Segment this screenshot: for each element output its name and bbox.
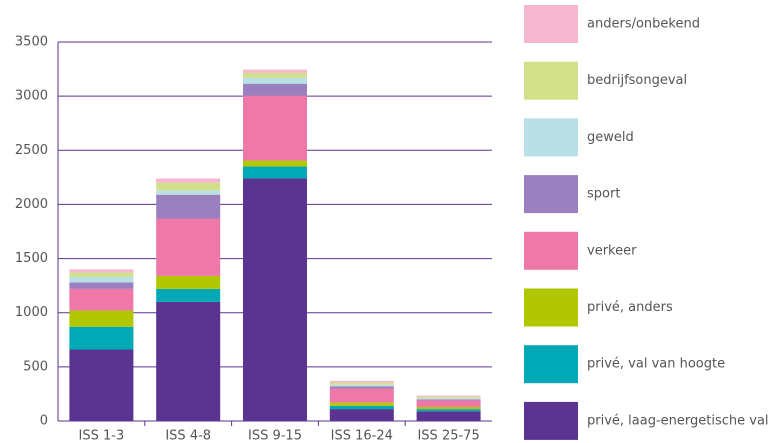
bar-segment [69, 326, 134, 350]
y-tick-label: 0 [40, 414, 48, 429]
x-tick-label: ISS 25-75 [417, 429, 479, 443]
bar-segment [329, 388, 394, 403]
y-tick-label: 500 [23, 359, 48, 374]
legend-swatch [524, 61, 578, 100]
legend-swatch [524, 231, 578, 270]
bar-segment [243, 166, 307, 179]
bar-segment [156, 301, 221, 421]
bar-segment [416, 399, 481, 401]
bar-segment [329, 384, 394, 387]
bar-segment [243, 83, 307, 96]
y-tick-label: 2000 [15, 197, 48, 212]
legend-label: privé, val van hoogte [587, 357, 725, 372]
bar-segment [416, 398, 481, 400]
bar-segment [156, 288, 221, 302]
bar-segment [156, 194, 221, 219]
y-tick-label: 1000 [15, 305, 48, 320]
bar-segment [69, 310, 134, 327]
bar-segment [69, 288, 134, 311]
bar-segment [156, 182, 221, 191]
bar-segment [243, 160, 307, 167]
legend-swatch [524, 118, 578, 157]
bar-segment [329, 386, 394, 389]
bar-segment [416, 395, 481, 397]
bar-segment [329, 405, 394, 410]
bar-segment [416, 396, 481, 399]
bar-segment [156, 218, 221, 276]
legend-label: bedrijfsongeval [587, 73, 687, 88]
x-tick-label: ISS 4-8 [165, 429, 211, 443]
legend-swatch [524, 288, 578, 327]
bar-segment [69, 276, 134, 283]
y-tick-label: 3500 [15, 35, 48, 50]
bar-segment [69, 349, 134, 421]
bar-segment [329, 409, 394, 421]
bar-segment [329, 380, 394, 383]
y-tick-label: 2500 [15, 143, 48, 158]
legend-swatch [524, 5, 578, 43]
bar-segment [243, 69, 307, 73]
bar-segment [329, 402, 394, 406]
bar-segment [69, 282, 134, 289]
bar-segment [243, 178, 307, 421]
bar-segment [416, 411, 481, 421]
bar-segment [243, 77, 307, 84]
y-tick-label: 1500 [15, 251, 48, 266]
legend-label: privé, anders [587, 300, 673, 315]
bar-segment [416, 409, 481, 412]
legend-label: privé, laag-energetische val [587, 413, 769, 428]
bar-segment [243, 95, 307, 161]
bar-segment [156, 275, 221, 289]
legend-label: verkeer [587, 243, 637, 258]
bar-segment [329, 382, 394, 385]
legend-swatch [524, 345, 578, 384]
legend-swatch [524, 401, 578, 440]
bar-segment [243, 72, 307, 78]
legend-label: anders/onbekend [587, 17, 700, 32]
bar-segment [416, 400, 481, 407]
bar-segment [69, 272, 134, 277]
y-tick-label: 3000 [15, 89, 48, 104]
bar-segment [416, 406, 481, 410]
bar-segment [156, 178, 221, 183]
x-tick-label: ISS 9-15 [248, 429, 302, 443]
x-tick-label: ISS 16-24 [331, 429, 393, 443]
bar-segment [69, 269, 134, 273]
x-tick-label: ISS 1-3 [79, 429, 125, 443]
bar-segment [156, 190, 221, 195]
legend-label: geweld [587, 130, 634, 145]
legend-swatch [524, 175, 578, 214]
legend-label: sport [587, 187, 620, 202]
